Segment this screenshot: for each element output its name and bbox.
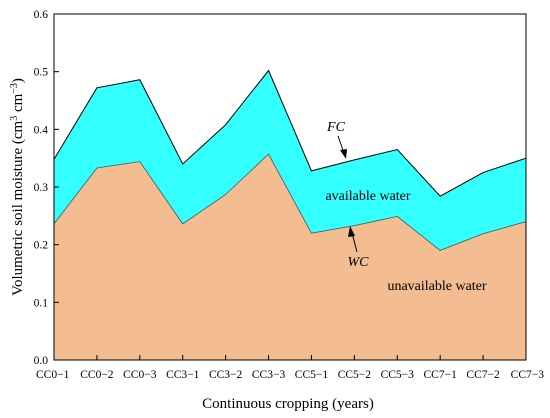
x-axis-title: Continuous cropping (years): [202, 396, 374, 412]
y-axis-title-mid: cm: [10, 93, 26, 115]
unavailable-water-label: unavailable water: [387, 279, 486, 294]
y-axis-title-sup2: −3: [9, 83, 20, 94]
x-tick-label: CC7−3: [511, 369, 545, 381]
fc-annotation-arrow: [337, 135, 347, 159]
x-tick-label: CC3−3: [252, 369, 286, 381]
x-tick-label: CC0−1: [36, 369, 70, 381]
y-axis-title-base: Volumetric soil moisture (cm: [10, 120, 26, 295]
y-tick-label: 0.1: [34, 297, 49, 309]
x-tick-label: CC7−1: [424, 369, 458, 381]
y-axis-title-end: ): [10, 78, 26, 83]
y-tick-label: 0.0: [34, 355, 49, 367]
y-tick-label: 0.2: [34, 240, 49, 252]
available-water-label: available water: [325, 189, 410, 204]
y-axis-title: Volumetric soil moisture (cm3 cm−3): [9, 78, 27, 296]
x-tick-label: CC5−1: [295, 369, 329, 381]
wc-annotation-arrow: [348, 226, 358, 253]
wc-line: [53, 153, 527, 251]
fc-line: [53, 69, 527, 197]
x-tick-label: CC0−3: [123, 369, 157, 381]
x-tick-label: CC0−2: [80, 369, 114, 381]
available-water-area: [54, 70, 526, 251]
wc-annotation-label: WC: [348, 255, 370, 270]
y-tick-label: 0.6: [34, 9, 49, 21]
y-tick-label: 0.4: [34, 124, 49, 136]
unavailable-water-area: [54, 154, 526, 360]
axes: 0.0 0.1 0.2 0.3 0.4 0.5 0.6 CC0−1 CC0−2 CC0−3 CC3−…: [34, 9, 545, 381]
fc-annotation-label: FC: [326, 120, 346, 135]
y-tick-label: 0.5: [34, 67, 49, 79]
area-layer: [53, 69, 527, 360]
y-axis-title-sup1: 3: [9, 116, 20, 121]
x-tick-label: CC3−1: [166, 369, 200, 381]
labels: Volumetric soil moisture (cm3 cm−3) Cont…: [9, 78, 487, 412]
x-tick-label: CC5−2: [338, 369, 372, 381]
y-tick-label: 0.3: [34, 182, 49, 194]
x-tick-label: CC7−2: [466, 369, 500, 381]
x-tick-label: CC5−3: [381, 369, 415, 381]
x-tick-label: CC3−2: [209, 369, 243, 381]
